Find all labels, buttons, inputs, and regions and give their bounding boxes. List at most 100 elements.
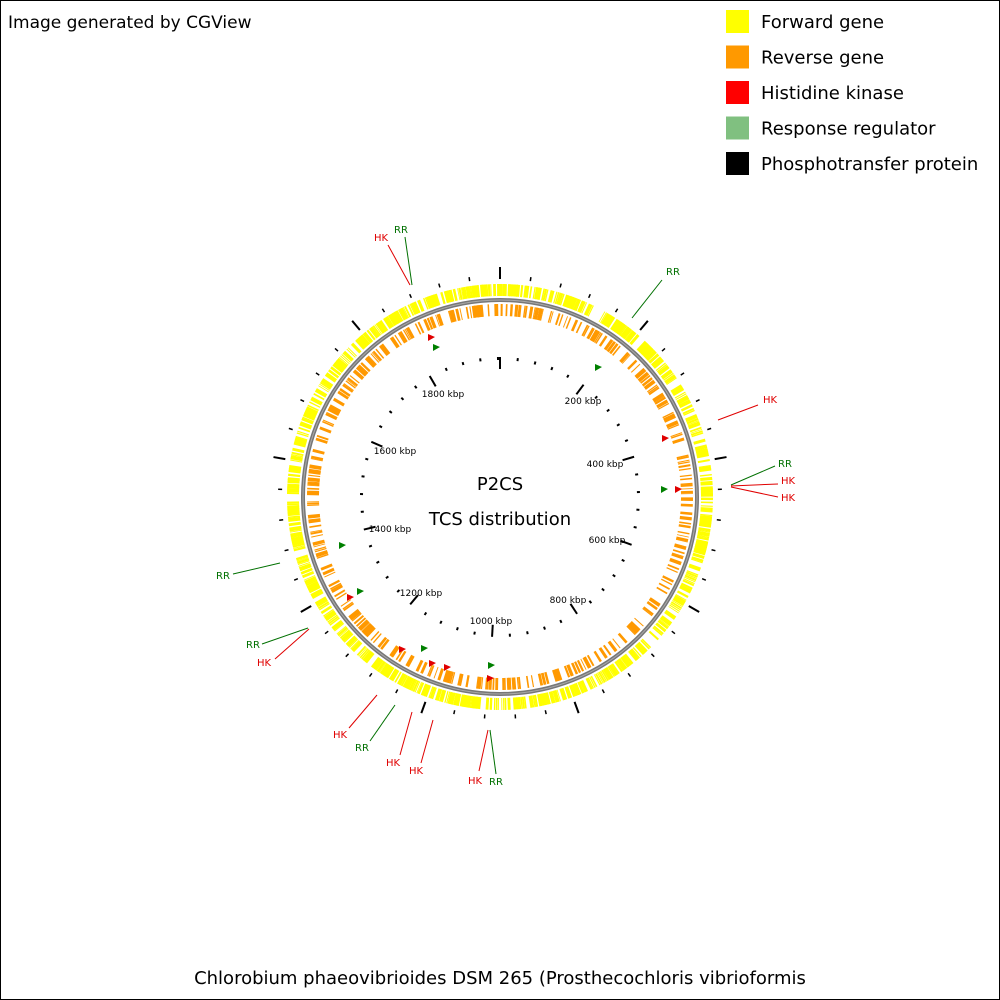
gene xyxy=(596,672,604,684)
gene xyxy=(646,601,658,611)
gene xyxy=(622,328,633,340)
gene xyxy=(293,440,307,447)
gene xyxy=(394,311,403,323)
gene xyxy=(470,696,476,709)
gene xyxy=(564,295,571,308)
gene xyxy=(678,464,691,469)
gene xyxy=(332,621,344,631)
gene xyxy=(400,307,409,320)
gene xyxy=(541,288,546,301)
outer-tick xyxy=(714,456,727,461)
gene xyxy=(700,507,713,509)
gene xyxy=(293,545,306,549)
gene xyxy=(512,697,517,710)
gene xyxy=(685,573,698,580)
gene xyxy=(295,554,309,561)
gene xyxy=(290,455,303,460)
feature-marker xyxy=(488,662,495,669)
gene xyxy=(451,692,456,705)
gene xyxy=(355,617,367,627)
gene xyxy=(699,521,712,527)
gene xyxy=(328,615,339,625)
backbone-highlight xyxy=(302,299,698,695)
gene xyxy=(448,310,455,323)
gene xyxy=(366,627,376,638)
gene xyxy=(515,284,521,297)
gene xyxy=(434,688,441,701)
gene xyxy=(346,379,357,388)
gene xyxy=(433,666,439,679)
gene xyxy=(690,430,703,436)
gene xyxy=(295,435,308,441)
scale-tick xyxy=(575,384,585,395)
gene xyxy=(453,693,458,706)
gene xyxy=(308,468,321,474)
gene xyxy=(426,296,433,309)
gene xyxy=(411,301,420,315)
gene xyxy=(700,476,713,482)
callout-line xyxy=(631,279,663,319)
legend-swatch xyxy=(726,116,749,140)
gene xyxy=(692,552,705,559)
gene xyxy=(458,673,464,687)
gene xyxy=(402,675,410,688)
gene xyxy=(563,665,571,678)
gene xyxy=(440,291,446,305)
gene xyxy=(554,689,560,703)
scale-tick xyxy=(621,558,625,563)
gene xyxy=(334,623,345,632)
gene xyxy=(384,665,394,678)
gene xyxy=(642,606,654,616)
gene xyxy=(308,585,321,594)
gene xyxy=(506,677,510,690)
outer-tick xyxy=(468,277,471,282)
gene xyxy=(697,530,710,536)
gene xyxy=(423,318,431,331)
gene xyxy=(544,289,549,302)
gene xyxy=(381,663,391,676)
gene xyxy=(699,467,712,473)
gene xyxy=(465,306,470,319)
gene xyxy=(325,412,338,421)
gene xyxy=(296,432,309,438)
callout-label: HK xyxy=(333,730,348,741)
gene xyxy=(670,601,683,610)
gene xyxy=(562,316,568,328)
scale-tick xyxy=(616,423,621,427)
gene xyxy=(341,630,352,641)
gene xyxy=(348,608,360,618)
gene xyxy=(542,693,548,706)
gene xyxy=(577,300,585,313)
gene xyxy=(533,287,538,300)
gene xyxy=(511,677,515,690)
feature-marker xyxy=(661,486,668,493)
scale-tick xyxy=(385,575,389,579)
gene xyxy=(289,464,302,468)
gene xyxy=(288,518,301,522)
gene xyxy=(316,553,329,559)
gene xyxy=(372,657,382,670)
feature-marker xyxy=(399,646,406,653)
gene xyxy=(305,407,318,416)
gene xyxy=(481,284,486,297)
legend-swatch xyxy=(726,10,749,33)
gene xyxy=(322,419,335,426)
gene xyxy=(428,686,434,698)
gene xyxy=(392,311,401,324)
gene xyxy=(603,338,614,351)
gene xyxy=(512,284,517,297)
gene xyxy=(361,649,371,660)
gene xyxy=(422,684,430,697)
gene xyxy=(390,669,400,682)
gene xyxy=(467,695,472,708)
gene xyxy=(322,420,334,427)
gene xyxy=(691,432,704,438)
gene xyxy=(654,395,665,403)
feature-marker xyxy=(662,435,669,442)
scale-tick xyxy=(606,408,610,413)
scale-tick xyxy=(588,600,593,604)
gene xyxy=(656,399,668,408)
gene xyxy=(658,366,670,376)
outer-tick xyxy=(627,672,632,678)
gene xyxy=(398,309,405,321)
